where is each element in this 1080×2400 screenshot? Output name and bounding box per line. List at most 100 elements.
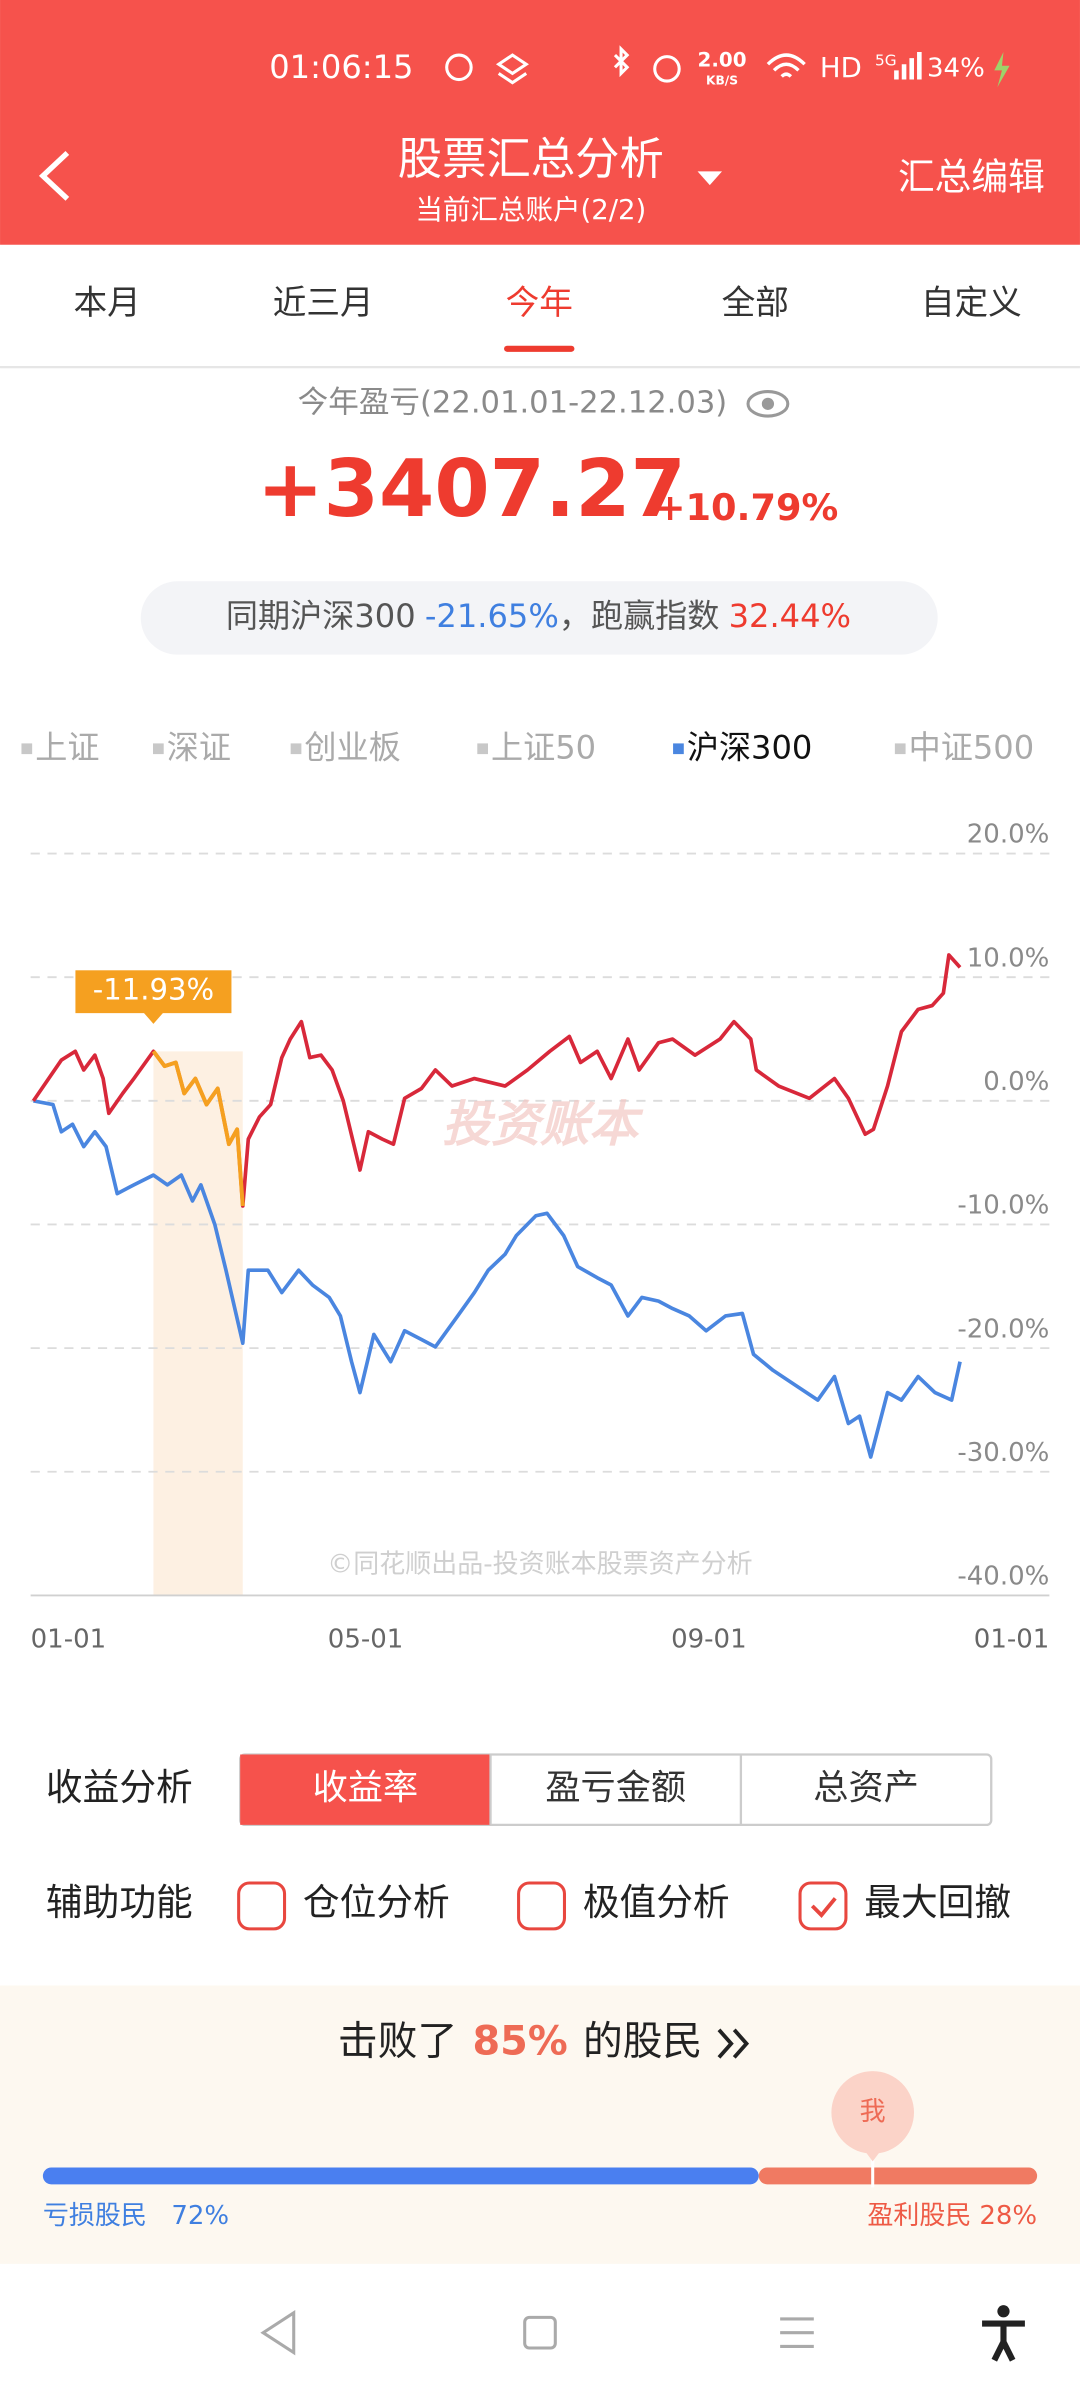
signal-icon xyxy=(894,52,922,80)
loss-bar xyxy=(42,2167,759,2185)
period-tab[interactable]: 近三月 xyxy=(273,283,374,322)
aux-label: 辅助功能 xyxy=(46,1881,193,1924)
aux-options: 仓位分析 极值分析 最大回撤 xyxy=(237,1881,1011,1931)
nav-back[interactable] xyxy=(260,2309,296,2356)
analysis-label: 收益分析 xyxy=(46,1766,193,1809)
index-tab[interactable]: 创业板 xyxy=(304,729,400,767)
rank-title: 击败了 85% 的股民 xyxy=(338,2018,702,2064)
rank-suffix: 的股民 xyxy=(583,2018,702,2064)
compare-text: 同期沪深300 -21.65%，跑赢指数 32.44% xyxy=(226,597,851,635)
compare-pill xyxy=(140,581,938,655)
icon-part xyxy=(982,2320,1025,2362)
segment-option[interactable]: 总资产 xyxy=(813,1768,919,1809)
index-marker[interactable] xyxy=(153,743,164,755)
segment-selected xyxy=(240,1754,491,1825)
period-tab[interactable]: 全部 xyxy=(722,283,789,322)
segment-option[interactable]: 盈亏金额 xyxy=(545,1768,686,1809)
tab-underline xyxy=(504,345,575,352)
rank-prefix: 击败了 xyxy=(338,2018,457,2064)
period-tab[interactable]: 自定义 xyxy=(921,283,1022,322)
checkbox-label[interactable]: 最大回撤 xyxy=(864,1881,1011,1924)
summary-label: 今年盈亏(22.01.01-22.12.03) xyxy=(298,385,728,420)
beat-prefix: ，跑赢指数 xyxy=(559,597,720,635)
watermark: 投资账本 xyxy=(442,1096,644,1153)
index-tab[interactable]: 沪深300 xyxy=(687,729,813,767)
checkmark xyxy=(810,1897,837,1918)
eye-outline xyxy=(746,390,790,418)
drawdown-band xyxy=(153,1051,243,1596)
compare-prefix: 同期沪深300 xyxy=(226,597,416,635)
index-marker[interactable] xyxy=(673,743,684,755)
period-tabs: 本月 近三月 今年 全部 自定义 xyxy=(73,283,1022,352)
title-dropdown[interactable] xyxy=(697,171,723,186)
loss-label: 亏损股民 xyxy=(43,2201,147,2231)
index-tab[interactable]: 深证 xyxy=(167,729,231,767)
status-icon xyxy=(495,53,529,85)
index-tab[interactable]: 上证50 xyxy=(491,729,596,767)
index-marker[interactable] xyxy=(477,743,488,755)
status-icon xyxy=(445,53,473,82)
beat-rate: 32.44% xyxy=(729,597,851,635)
nav-home[interactable] xyxy=(523,2315,557,2350)
bluetooth-icon xyxy=(613,45,630,78)
profit-value: 28% xyxy=(979,2201,1037,2231)
icon-part xyxy=(997,2305,1010,2318)
period-tab[interactable]: 今年 xyxy=(506,283,573,322)
status-hd: HD xyxy=(820,52,862,84)
checkbox[interactable] xyxy=(798,1881,848,1931)
edit-button[interactable]: 汇总编辑 xyxy=(898,155,1045,198)
eye-icon[interactable] xyxy=(746,390,790,418)
y-tick-label: -10.0% xyxy=(957,1191,1049,1221)
drawdown-label-box xyxy=(75,970,232,1014)
drawdown-pointer xyxy=(142,1011,165,1024)
index-tab[interactable]: 中证500 xyxy=(909,729,1035,767)
period-tab[interactable]: 本月 xyxy=(73,283,140,322)
index-marker[interactable] xyxy=(21,743,33,755)
status-speed: 2.00 xyxy=(698,49,747,72)
checkbox-label[interactable]: 仓位分析 xyxy=(303,1881,450,1924)
y-tick-label: -20.0% xyxy=(957,1314,1049,1344)
y-tick-label: -40.0% xyxy=(957,1562,1049,1592)
me-bubble-tail xyxy=(863,2149,882,2162)
rank-more[interactable] xyxy=(717,2028,750,2059)
analysis-segment: 收益率 盈亏金额 总资产 xyxy=(239,1753,993,1827)
index-marker[interactable] xyxy=(894,743,906,755)
y-tick-label: -30.0% xyxy=(957,1438,1049,1468)
x-tick-label: 05-01 xyxy=(328,1624,404,1654)
footnote: ©同花顺出品-投资账本股票资产分析 xyxy=(327,1549,752,1579)
me-bubble xyxy=(831,2071,914,2154)
y-tick-label: 10.0% xyxy=(967,943,1050,973)
loss-value: 72% xyxy=(171,2201,229,2231)
page-subtitle: 当前汇总账户(2/2) xyxy=(415,194,646,226)
y-tick-label: 0.0% xyxy=(983,1067,1049,1097)
header-bg xyxy=(0,0,1080,245)
status-speed-unit: KB/S xyxy=(706,74,738,88)
checkbox[interactable] xyxy=(237,1881,287,1931)
nav-menu[interactable] xyxy=(780,2317,814,2348)
checkbox-label[interactable]: 极值分析 xyxy=(583,1881,730,1924)
back-button[interactable] xyxy=(38,151,70,201)
drawdown-label: -11.93% xyxy=(93,973,214,1007)
total-profit: +3407.27 xyxy=(257,442,686,535)
drawdown-line xyxy=(151,1050,245,1207)
series-line xyxy=(33,1099,962,1459)
checkbox[interactable] xyxy=(517,1881,567,1931)
profit-rate: +10.79% xyxy=(655,486,839,529)
index-marker[interactable] xyxy=(290,743,302,755)
status-signal: 5G xyxy=(875,52,897,70)
index-tabs: 上证 深证 创业板 上证50 沪深300 中证500 xyxy=(21,729,1034,767)
rank-percent: 85% xyxy=(473,2018,568,2064)
eye-pupil xyxy=(761,397,775,410)
me-label: 我 xyxy=(860,2097,886,2127)
index-tab[interactable]: 上证 xyxy=(35,729,99,767)
status-time: 01:06:15 xyxy=(269,48,413,86)
x-tick-label: 09-01 xyxy=(671,1624,747,1654)
chart: 20.0% 10.0% 0.0% -10.0% -20.0% -30.0% -40.0% 01… xyxy=(30,820,1050,1654)
index-rate: -21.65% xyxy=(425,597,559,635)
segment-option[interactable]: 收益率 xyxy=(313,1768,419,1809)
accessibility-icon[interactable] xyxy=(982,2305,1025,2362)
profit-bar xyxy=(758,2167,1038,2185)
